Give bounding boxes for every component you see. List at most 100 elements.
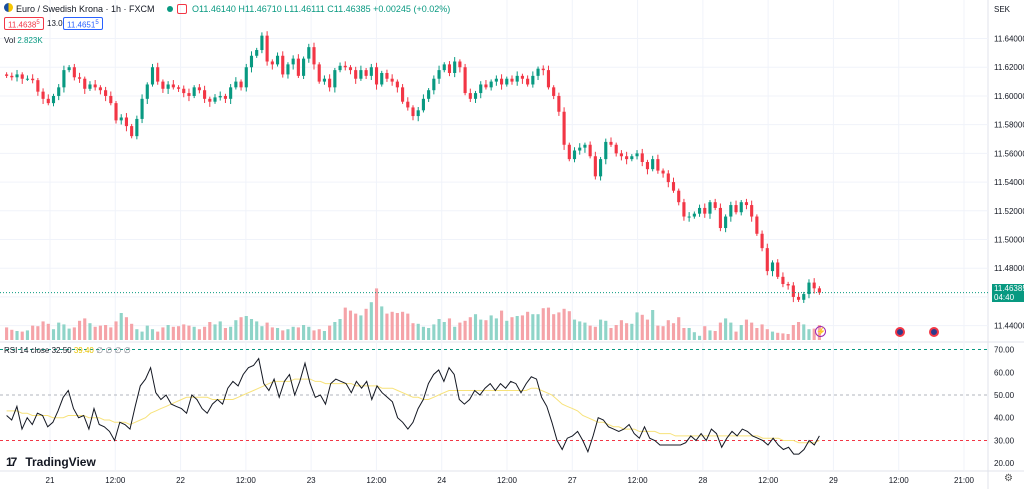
volume-bar bbox=[609, 328, 613, 340]
candle-body bbox=[463, 67, 467, 94]
candle-body bbox=[88, 84, 92, 89]
volume-bar bbox=[281, 330, 285, 340]
symbol-title[interactable]: Euro / Swedish Krona · 1h · FXCM bbox=[16, 4, 155, 14]
volume-bar bbox=[67, 328, 71, 340]
candle-body bbox=[203, 90, 207, 99]
rsi-ma-line bbox=[6, 378, 820, 444]
volume-bar bbox=[244, 316, 248, 340]
candle-body bbox=[421, 98, 425, 111]
candle-body bbox=[812, 282, 816, 289]
volume-bar bbox=[729, 322, 733, 340]
volume-bar bbox=[338, 319, 342, 340]
volume-bar bbox=[218, 321, 222, 340]
candle-body bbox=[385, 72, 389, 79]
candle-body bbox=[93, 84, 97, 88]
volume-bar bbox=[567, 311, 571, 340]
candle-body bbox=[817, 288, 821, 293]
time-tick-label: 27 bbox=[568, 476, 577, 485]
volume-bar bbox=[390, 311, 394, 340]
candle-body bbox=[364, 70, 368, 76]
volume-bar bbox=[145, 325, 149, 340]
volume-bar bbox=[119, 313, 123, 340]
candle-body bbox=[536, 68, 540, 76]
candle-body bbox=[718, 207, 722, 229]
volume-bar bbox=[687, 328, 691, 340]
candle-body bbox=[98, 87, 102, 91]
price-tick-label: 11.60000 bbox=[994, 92, 1024, 101]
event-icon[interactable] bbox=[895, 327, 905, 337]
candle-body bbox=[401, 87, 405, 102]
volume-bar bbox=[307, 326, 311, 340]
candle-body bbox=[552, 87, 556, 96]
price-tick-label: 11.64000 bbox=[994, 35, 1024, 44]
candle-body bbox=[614, 144, 618, 154]
rsi-tick-label: 70.00 bbox=[994, 346, 1015, 355]
candle-body bbox=[765, 248, 769, 272]
time-tick-label: 12:00 bbox=[628, 476, 649, 485]
candle-body bbox=[135, 118, 139, 137]
volume-bar bbox=[348, 310, 353, 340]
candle-body bbox=[354, 70, 358, 79]
volume-bar bbox=[395, 313, 399, 340]
candle-body bbox=[645, 161, 650, 170]
candle-body bbox=[213, 97, 217, 102]
rsi-legend: RSI 14 close 32.50 39.40 ∅ ∅ ∅ ∅ bbox=[4, 346, 131, 355]
candle-body bbox=[15, 74, 19, 78]
candle-body bbox=[390, 78, 394, 82]
volume-bar bbox=[411, 323, 415, 340]
volume-bar bbox=[786, 334, 790, 340]
candle-body bbox=[744, 202, 749, 206]
tradingview-logo[interactable]: 17 TradingView bbox=[6, 455, 96, 469]
volume-bar bbox=[750, 322, 754, 340]
candle-body bbox=[520, 75, 524, 79]
bid-price-box[interactable]: 11.46385 bbox=[4, 17, 44, 30]
gear-icon[interactable]: ⚙ bbox=[1004, 473, 1013, 484]
flag-icon bbox=[4, 3, 13, 12]
volume-bar bbox=[463, 320, 467, 340]
volume-bar bbox=[578, 321, 582, 340]
candle-body bbox=[67, 67, 71, 71]
volume-bar bbox=[354, 313, 358, 340]
candle-body bbox=[187, 93, 191, 96]
candle-body bbox=[10, 75, 14, 78]
volume-bar bbox=[677, 317, 681, 340]
volume-bar bbox=[312, 330, 316, 340]
event-icon[interactable] bbox=[929, 327, 939, 337]
volume-bar bbox=[114, 321, 118, 340]
candle-body bbox=[682, 202, 686, 217]
candle-body bbox=[416, 110, 420, 117]
volume-bar bbox=[187, 325, 191, 340]
candle-body bbox=[671, 182, 676, 191]
candle-body bbox=[567, 144, 571, 160]
candle-body bbox=[130, 126, 134, 137]
volume-bar bbox=[583, 322, 587, 340]
volume-bar bbox=[93, 326, 97, 340]
logo-text: TradingView bbox=[25, 455, 96, 469]
candle-body bbox=[479, 84, 483, 94]
volume-bar bbox=[135, 329, 139, 340]
grid-icon[interactable] bbox=[177, 4, 187, 14]
candle-body bbox=[703, 207, 707, 214]
candle-body bbox=[197, 87, 201, 91]
price-tick-label: 11.54000 bbox=[994, 178, 1024, 187]
candle-body bbox=[411, 107, 415, 117]
candle-body bbox=[546, 70, 551, 88]
volume-bar bbox=[468, 317, 472, 340]
volume-bar bbox=[203, 326, 207, 340]
volume-bar bbox=[708, 330, 712, 340]
candle-body bbox=[500, 78, 504, 85]
ask-price-box[interactable]: 11.46515 bbox=[63, 17, 103, 30]
volume-bar bbox=[31, 325, 35, 340]
volume-bar bbox=[124, 317, 129, 340]
last-price-label: 11.46385 04:40 bbox=[992, 284, 1024, 302]
volume-bar bbox=[359, 315, 363, 340]
volume-bar bbox=[807, 329, 811, 340]
volume-bar bbox=[176, 326, 181, 340]
volume-bar bbox=[41, 321, 45, 340]
volume-bar bbox=[249, 319, 254, 340]
volume-bar bbox=[260, 326, 264, 340]
candle-body bbox=[760, 233, 764, 249]
currency-label[interactable]: SEK bbox=[994, 5, 1011, 14]
lightning-icon[interactable]: ⚡ bbox=[815, 326, 826, 337]
